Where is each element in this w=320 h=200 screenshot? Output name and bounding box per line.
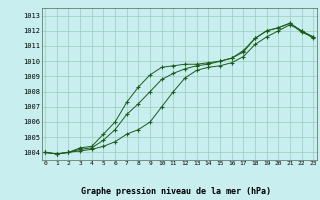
Text: Graphe pression niveau de la mer (hPa): Graphe pression niveau de la mer (hPa) [81,187,271,196]
